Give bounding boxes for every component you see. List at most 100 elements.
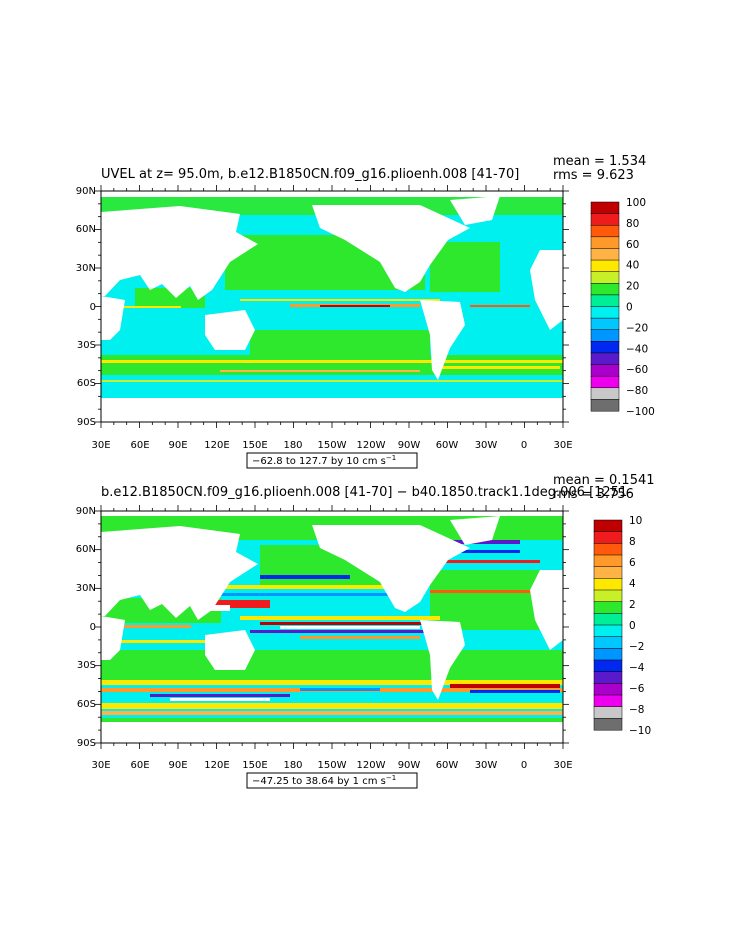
colorbar-swatch	[590, 341, 620, 354]
lat-label: 90S	[77, 417, 96, 428]
panel-2-mean: mean = 0.1541	[553, 473, 655, 488]
colorbar-swatch	[593, 718, 623, 731]
colorbar-swatch	[590, 213, 620, 226]
land	[101, 516, 563, 743]
colorbar-label: −10	[629, 725, 651, 737]
colorbar-label: 40	[626, 260, 639, 272]
lon-label: 60E	[130, 760, 149, 771]
colorbar-swatch	[590, 224, 620, 238]
svg-text:−47.25 to 38.64 by 1 cm s−1: −47.25 to 38.64 by 1 cm s−1	[252, 774, 396, 787]
colorbar-swatch	[593, 706, 623, 719]
colorbar-label: 2	[629, 599, 636, 611]
lon-label: 30E	[553, 440, 572, 451]
svg-text:−62.8 to 127.7 by 10 cm s−1: −62.8 to 127.7 by 10 cm s−1	[252, 454, 396, 467]
colorbar-swatch	[590, 236, 620, 249]
lat-label: 30N	[76, 583, 96, 594]
lon-label: 60E	[130, 440, 149, 451]
panel-2: b.e12.B1850CN.f09_g16.plioenh.008 [41-70…	[76, 473, 655, 789]
colorbar-label: 8	[629, 536, 636, 548]
colorbar-label: −2	[629, 641, 644, 653]
panel-2-colorbar: 10 8 6 4 2 0 −2 −4 −6 −8 −10	[593, 515, 651, 737]
colorbar-swatch	[590, 248, 620, 261]
colorbar-swatch	[593, 543, 623, 556]
colorbar-swatch	[593, 671, 623, 684]
colorbar-swatch	[590, 271, 620, 284]
colorbar-swatch	[593, 566, 623, 579]
colorbar-swatch	[590, 283, 620, 296]
colorbar-swatch	[590, 201, 620, 215]
colorbar-label: −8	[629, 704, 644, 716]
colorbar-swatch	[593, 601, 623, 614]
lon-label: 120W	[357, 440, 386, 451]
lon-label: 90E	[168, 760, 187, 771]
land	[101, 196, 563, 422]
lat-label: 90S	[77, 738, 96, 749]
lon-label: 30E	[553, 760, 572, 771]
colorbar-swatch	[593, 659, 623, 673]
colorbar-swatch	[593, 636, 623, 649]
colorbar-label: −6	[629, 683, 645, 695]
lon-label: 120E	[204, 440, 229, 451]
colorbar-swatch	[593, 694, 623, 708]
lon-label: 0	[521, 760, 527, 771]
lon-label: 90W	[398, 440, 421, 451]
colorbar-label: −40	[626, 343, 648, 355]
panel-2-map	[100, 510, 564, 744]
panel-1-colorbar: 100 80 60 40 20 0 −20 −40 −60 −80 −100	[590, 197, 655, 418]
colorbar-swatch	[590, 364, 620, 377]
colorbar-label: 100	[626, 197, 646, 209]
lon-label: 150E	[242, 760, 267, 771]
colorbar-label: −60	[626, 364, 648, 376]
panel-1-lat-labels: 90N 60N 30N 0 30S 60S 90S	[76, 186, 96, 428]
lon-label: 30W	[475, 760, 498, 771]
panel-1-mean: mean = 1.534	[553, 154, 646, 169]
colorbar-swatch	[590, 259, 620, 273]
panel-2-lat-labels: 90N 60N 30N 0 30S 60S 90S	[76, 506, 96, 749]
lon-label: 60W	[436, 760, 459, 771]
colorbar-swatch	[590, 352, 620, 366]
colorbar-swatch	[593, 554, 623, 568]
colorbar-swatch	[593, 519, 623, 533]
colorbar-label: 10	[629, 515, 642, 527]
lat-label: 30S	[77, 340, 96, 351]
colorbar-label: 20	[626, 281, 639, 293]
colorbar-swatch	[590, 294, 620, 307]
colorbar-swatch	[590, 399, 620, 412]
panel-2-range-note: −47.25 to 38.64 by 1 cm s−1	[246, 772, 418, 789]
lon-label: 90W	[398, 760, 421, 771]
colorbar-swatch	[593, 589, 623, 603]
lon-label: 150W	[318, 440, 347, 451]
lon-label: 30E	[91, 440, 110, 451]
panel-1-range-note: −62.8 to 127.7 by 10 cm s−1	[246, 452, 418, 469]
lon-label: 120E	[204, 760, 229, 771]
colorbar-swatch	[593, 683, 623, 696]
range-text: −47.25 to 38.64 by 1 cm s	[252, 776, 386, 787]
axis-ticks	[95, 185, 569, 749]
colorbar-label: −80	[626, 385, 648, 397]
colorbar-label: −100	[626, 406, 655, 418]
panel-2-lon-labels: 30E 60E 90E 120E 150E 180 150W 120W 90W …	[91, 760, 572, 771]
colorbar-label: 0	[626, 302, 633, 314]
lat-label: 0	[90, 622, 96, 633]
lat-label: 60S	[77, 699, 96, 710]
lon-label: 120W	[357, 760, 386, 771]
lon-label: 90E	[168, 440, 187, 451]
panel-1-lon-labels: 30E 60E 90E 120E 150E 180 150W 120W 90W …	[91, 440, 572, 451]
range-exp: −1	[386, 774, 396, 782]
colorbar-label: −20	[626, 322, 648, 334]
lat-label: 60N	[76, 224, 96, 235]
range-text: −62.8 to 127.7 by 10 cm s	[252, 456, 386, 467]
lat-label: 30N	[76, 263, 96, 274]
lat-label: 60N	[76, 544, 96, 555]
panel-1-title: UVEL at z= 95.0m, b.e12.B1850CN.f09_g16.…	[101, 167, 519, 182]
lon-label: 30E	[91, 760, 110, 771]
colorbar-swatch	[593, 613, 623, 626]
panel-2-rms: rms = 3.756	[553, 487, 634, 502]
lon-label: 150W	[318, 760, 347, 771]
lon-label: 0	[521, 440, 527, 451]
colorbar-swatch	[590, 306, 620, 319]
lat-label: 0	[90, 302, 96, 313]
lat-label: 60S	[77, 378, 96, 389]
panel-1: UVEL at z= 95.0m, b.e12.B1850CN.f09_g16.…	[76, 154, 655, 469]
